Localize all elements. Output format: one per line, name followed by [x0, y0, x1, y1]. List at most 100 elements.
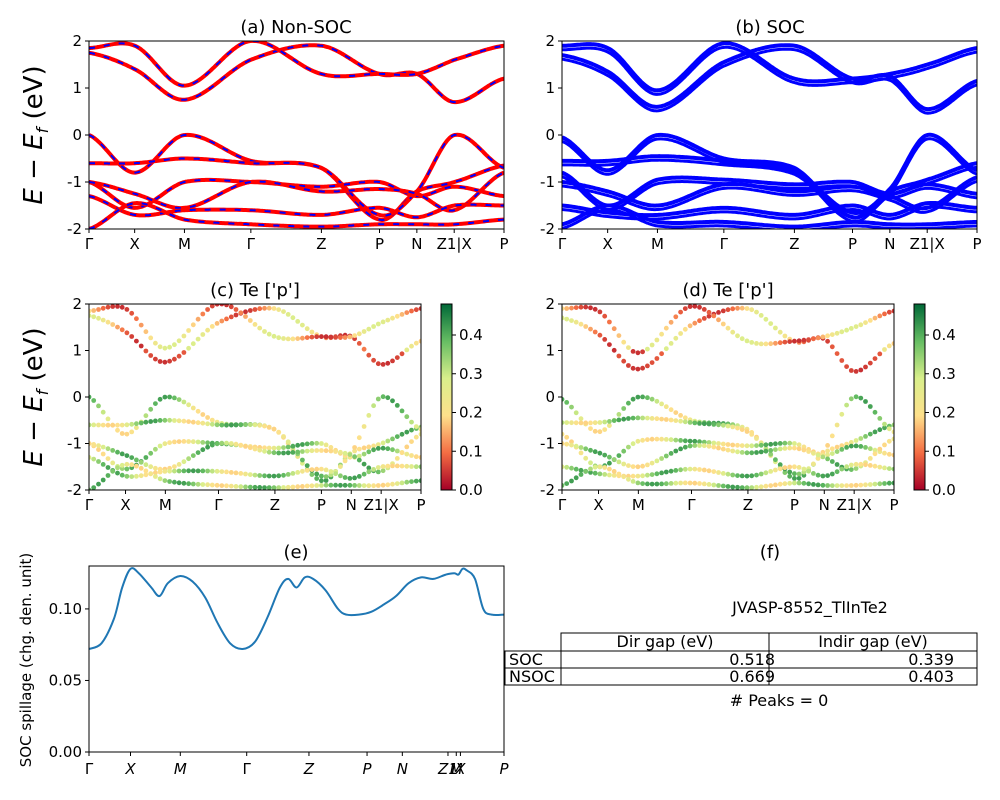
band-point [626, 476, 631, 482]
band-point [645, 462, 650, 468]
x-tick-label: Z1 [437, 760, 458, 778]
x-tick-label: Z1|X [910, 235, 945, 253]
band-point [645, 363, 650, 369]
band-point [701, 481, 707, 487]
band-point [578, 420, 584, 426]
band-point [649, 342, 655, 348]
band-point [252, 484, 258, 490]
band-point [309, 441, 315, 446]
band-point [375, 442, 381, 447]
band-point [119, 466, 125, 471]
x-tick-label: N [819, 496, 830, 514]
band-point [119, 472, 125, 478]
band-point [167, 468, 173, 474]
band-point [394, 434, 400, 439]
band-point [768, 469, 774, 474]
band-point [271, 485, 277, 490]
band-point [319, 334, 324, 339]
band-point [602, 465, 608, 470]
band-point [347, 476, 353, 481]
x-tick-label: P [317, 496, 326, 514]
table-cell-value: 0.518 [729, 650, 775, 669]
x-tick-label: Γ [85, 496, 94, 514]
band-point [91, 398, 97, 403]
table-caption: JVASP-8552_TlInTe2 [731, 598, 888, 618]
band-point [328, 445, 334, 450]
band-point [361, 424, 367, 429]
y-tick-label: -1 [540, 435, 555, 453]
band-point [96, 307, 101, 312]
band-point [697, 443, 702, 448]
panel-c-te-p-projection: 210-1-2Γ X M Γ Z P N Z1|X P [67, 295, 425, 514]
band-point [309, 472, 315, 477]
band-point [333, 335, 338, 340]
band-point [262, 329, 267, 334]
band-point [834, 469, 840, 475]
band-point [89, 422, 92, 428]
band-point [796, 338, 802, 344]
band-point [214, 468, 220, 474]
band-point [323, 442, 329, 448]
band-point [409, 439, 414, 444]
band-point [176, 418, 182, 424]
band-point [725, 307, 731, 313]
band-point [853, 324, 859, 329]
band-point [181, 459, 187, 465]
band-point [588, 326, 593, 332]
band-point [342, 335, 348, 340]
band-point [418, 306, 421, 311]
band-point [725, 442, 731, 447]
panel-d-te-p-projection: 210-1-2Γ X M Γ Z P N Z1|X P [540, 295, 898, 514]
band-point [356, 474, 362, 479]
band-point [706, 482, 712, 487]
band-point [592, 306, 598, 312]
band-point [394, 448, 400, 454]
band-point [134, 457, 139, 463]
band-point [626, 400, 631, 406]
band-point [692, 443, 698, 448]
band-point [730, 472, 736, 478]
band-point [616, 353, 622, 359]
band-point [233, 441, 239, 447]
band-point [176, 468, 182, 474]
band-point [853, 466, 859, 471]
band-point [886, 438, 892, 444]
band-point [205, 482, 211, 488]
band-point [181, 439, 187, 444]
band-point [276, 485, 282, 490]
title-b: (b) SOC [735, 17, 804, 38]
y-tick-label: 1 [72, 79, 82, 97]
band-point [333, 482, 338, 488]
band-point [768, 441, 774, 447]
band-point [257, 306, 263, 312]
band-point [304, 448, 310, 454]
band-point [621, 358, 627, 364]
colorbar-tick-label: 0.1 [932, 442, 956, 460]
band-point [773, 447, 778, 452]
x-tick-label: Γ [214, 496, 223, 514]
band-point [839, 443, 845, 448]
band-point [597, 420, 603, 425]
band-point [266, 305, 272, 311]
band-point [877, 464, 883, 470]
band-point [200, 440, 206, 445]
band-point [611, 473, 617, 478]
band-point [309, 467, 315, 472]
band-point [848, 443, 854, 449]
band-point [858, 436, 864, 441]
band-point [190, 322, 196, 328]
band-point [124, 330, 130, 336]
x-tick-label: Γ [558, 235, 567, 253]
band-point [266, 473, 272, 479]
band-line-red [89, 43, 504, 105]
band-point [105, 319, 111, 325]
band-point [801, 480, 807, 486]
x-tick-label: N [346, 496, 357, 514]
band-line-blue-split [562, 45, 977, 96]
band-point [687, 420, 693, 425]
band-point [319, 448, 324, 453]
band-point [735, 473, 740, 478]
band-point [872, 463, 878, 469]
band-point [562, 483, 565, 488]
band-point [659, 401, 664, 407]
